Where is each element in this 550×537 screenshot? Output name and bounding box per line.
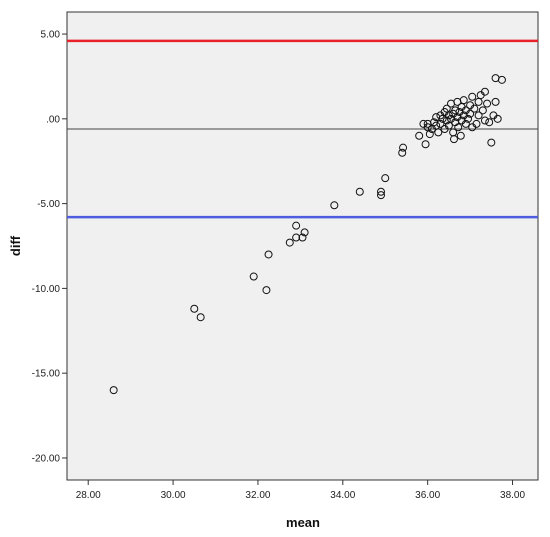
data-points <box>109 74 506 395</box>
data-point <box>190 304 199 313</box>
y-axis-ticks: 5.00 .00 -5.00 -10.00 -15.00 -20.00 <box>32 30 67 464</box>
data-point <box>456 131 465 140</box>
data-point <box>466 109 475 118</box>
data-point <box>196 313 205 322</box>
x-tick-label: 28.00 <box>76 490 101 501</box>
data-point <box>292 233 301 242</box>
data-point <box>497 75 506 84</box>
data-point <box>109 386 118 395</box>
data-point <box>415 131 424 140</box>
data-point <box>298 233 307 242</box>
data-point <box>442 116 451 125</box>
data-point <box>399 143 408 152</box>
data-point <box>461 119 470 128</box>
data-point <box>468 92 477 101</box>
data-point <box>480 87 489 96</box>
data-point <box>470 104 479 113</box>
data-point <box>485 118 494 127</box>
data-point <box>472 119 481 128</box>
data-point <box>493 114 502 123</box>
x-tick-label: 38.00 <box>500 490 525 501</box>
data-point <box>292 221 301 230</box>
y-tick-label: -10.00 <box>32 284 61 295</box>
data-point <box>425 130 434 139</box>
data-point <box>285 238 294 247</box>
data-point <box>381 174 390 183</box>
y-tick-label: 5.00 <box>41 30 61 41</box>
data-point <box>487 138 496 147</box>
y-tick-label: -5.00 <box>37 199 60 210</box>
data-point <box>421 140 430 149</box>
y-tick-label: -15.00 <box>32 369 61 380</box>
data-point <box>463 114 472 123</box>
x-axis-ticks: 28.00 30.00 32.00 34.00 36.00 38.00 <box>76 480 525 501</box>
x-tick-label: 30.00 <box>161 490 186 501</box>
data-point <box>377 191 385 200</box>
x-tick-label: 34.00 <box>330 490 355 501</box>
data-point <box>330 201 339 210</box>
data-point <box>483 99 492 108</box>
data-point <box>264 250 273 259</box>
data-point <box>478 106 487 115</box>
data-point <box>300 228 309 237</box>
data-point <box>262 286 271 295</box>
data-point <box>491 97 500 106</box>
x-tick-label: 32.00 <box>245 490 270 501</box>
data-point <box>377 187 385 196</box>
data-point <box>454 123 463 132</box>
data-point <box>434 128 443 137</box>
data-point <box>449 135 458 144</box>
x-axis-title: mean <box>286 515 320 530</box>
data-point <box>459 96 468 105</box>
y-tick-label: .00 <box>46 114 60 125</box>
plot-area <box>66 11 539 481</box>
data-point <box>480 116 489 125</box>
y-axis-title: diff <box>8 235 23 256</box>
reference-lines <box>67 39 538 219</box>
data-point <box>474 111 483 120</box>
y-tick-label: -20.00 <box>32 453 61 464</box>
data-point <box>398 148 407 157</box>
data-point <box>436 119 445 128</box>
x-tick-label: 36.00 <box>415 490 440 501</box>
data-point <box>355 187 364 196</box>
data-point <box>249 272 258 281</box>
